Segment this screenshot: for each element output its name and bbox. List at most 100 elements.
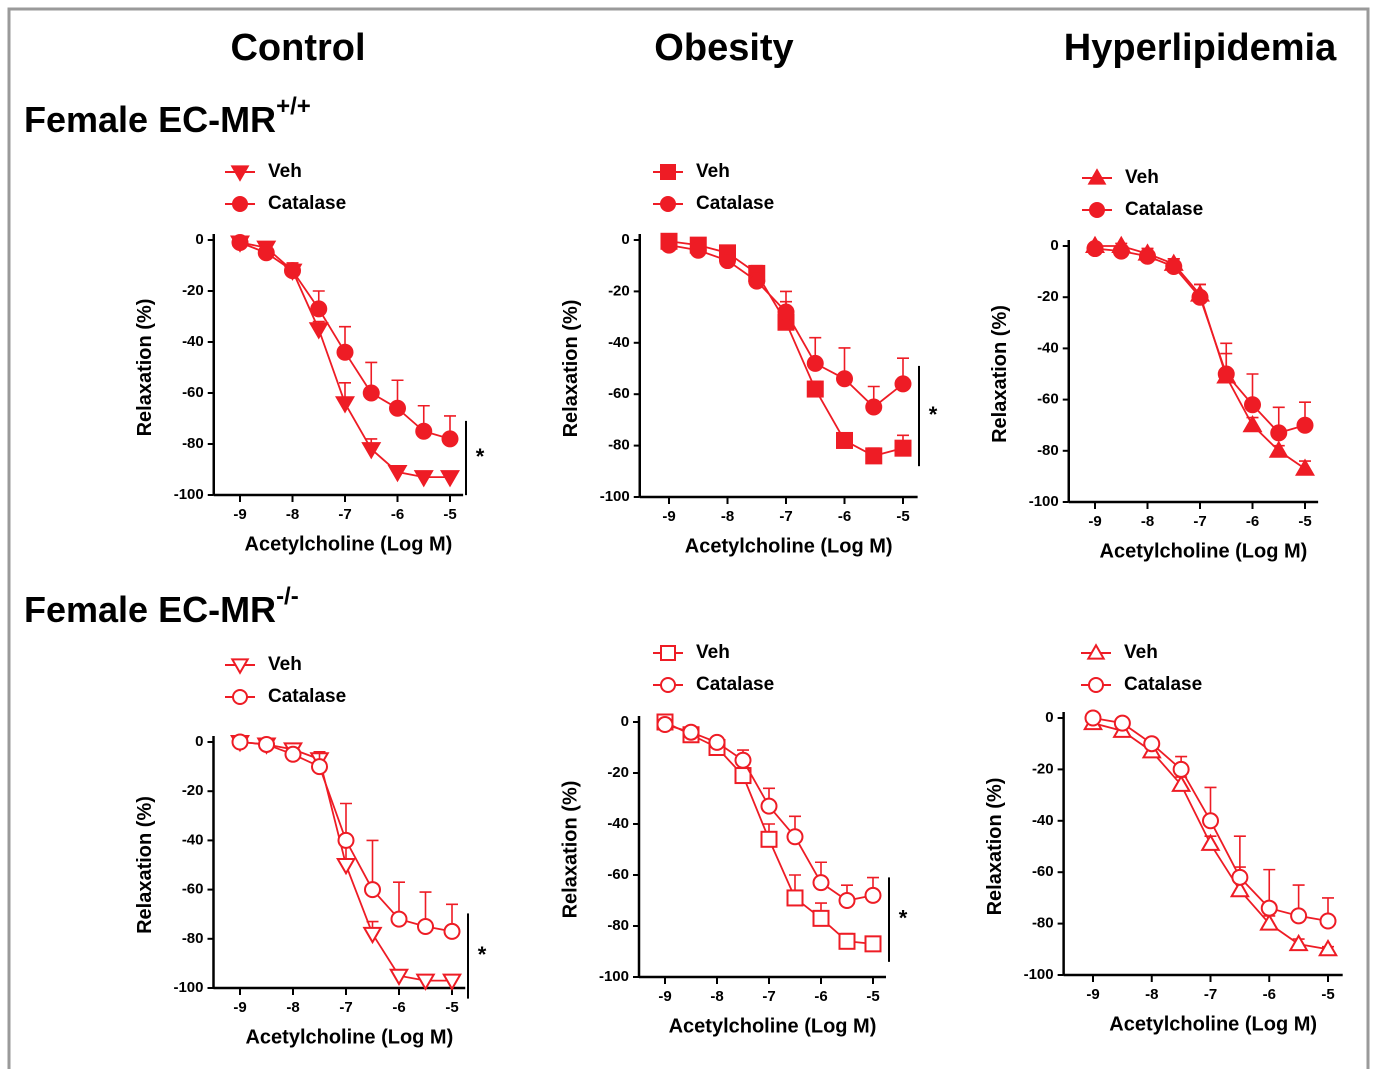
marker — [415, 422, 433, 440]
marker — [308, 322, 329, 340]
y-tick-label: -20 — [182, 282, 204, 299]
x-axis-title: Acetylcholine (Log M) — [1100, 540, 1308, 562]
legend-marker — [660, 164, 676, 180]
marker — [838, 892, 856, 909]
y-tick-label: 0 — [1045, 709, 1053, 726]
legend-label: Veh — [268, 161, 302, 182]
marker — [337, 831, 355, 849]
x-tick-label: -5 — [866, 988, 879, 1005]
marker — [1217, 365, 1235, 383]
row-title-text: Female EC-MR — [24, 99, 276, 140]
x-tick-label: -6 — [1246, 513, 1259, 530]
marker — [1296, 416, 1314, 434]
significance-label: * — [899, 905, 908, 930]
row-title: Female EC-MR-/- — [24, 583, 299, 629]
y-axis-title: Relaxation (%) — [560, 300, 582, 438]
marker — [1113, 714, 1131, 732]
marker — [1259, 913, 1280, 931]
y-tick-label: -100 — [600, 488, 630, 505]
marker — [1318, 939, 1338, 957]
y-tick-label: -60 — [1037, 391, 1059, 408]
legend-marker — [232, 196, 248, 212]
marker — [656, 716, 674, 734]
marker — [362, 926, 383, 945]
y-tick-label: -20 — [1032, 760, 1054, 777]
frame — [7, 7, 1370, 1074]
legend-marker — [230, 165, 250, 182]
marker — [336, 343, 354, 361]
marker — [1143, 735, 1161, 753]
marker — [806, 380, 824, 398]
marker — [1084, 709, 1102, 727]
marker — [836, 370, 853, 388]
marker — [865, 398, 883, 416]
marker — [1319, 912, 1337, 930]
y-axis-title: Relaxation (%) — [559, 781, 581, 919]
x-tick-label: -6 — [1263, 986, 1276, 1003]
marker — [894, 375, 912, 393]
marker — [1295, 458, 1315, 476]
marker — [310, 300, 328, 318]
marker — [311, 758, 328, 776]
column-title: Hyperlipidemia — [1064, 27, 1337, 69]
row-title-sup: +/+ — [276, 93, 311, 120]
marker — [1290, 907, 1308, 925]
y-axis-title: Relaxation (%) — [984, 778, 1006, 916]
marker — [389, 399, 406, 417]
x-tick-label: -8 — [286, 999, 299, 1016]
marker — [1200, 833, 1221, 851]
marker — [336, 858, 356, 876]
legend-marker — [1089, 202, 1105, 218]
y-tick-label: -20 — [608, 282, 630, 299]
x-tick-label: -6 — [838, 508, 851, 525]
legend-marker — [232, 689, 248, 705]
row-title: Female EC-MR+/+ — [24, 93, 311, 139]
x-tick-label: -8 — [1141, 513, 1154, 530]
marker — [760, 830, 778, 848]
y-tick-label: -60 — [1032, 863, 1054, 880]
legend-label: Veh — [696, 642, 730, 663]
marker — [719, 252, 736, 270]
x-tick-label: -6 — [814, 988, 827, 1005]
y-tick-label: -100 — [599, 968, 629, 985]
marker — [1231, 868, 1249, 886]
marker — [413, 470, 434, 488]
y-tick-label: -40 — [608, 334, 630, 351]
y-tick-label: 0 — [621, 713, 629, 730]
row-title-sup: -/- — [276, 583, 299, 610]
y-tick-label: -20 — [607, 764, 629, 781]
marker — [748, 272, 766, 290]
legend-label: Catalase — [696, 193, 774, 214]
marker — [865, 447, 883, 465]
y-tick-label: -40 — [182, 333, 204, 350]
row-title-text: Female EC-MR — [24, 589, 276, 630]
marker — [836, 431, 853, 449]
x-tick-label: -9 — [1086, 986, 1099, 1003]
significance-label: * — [478, 942, 487, 967]
marker — [1244, 396, 1261, 414]
marker — [362, 384, 380, 402]
marker — [1260, 899, 1278, 917]
y-tick-label: -40 — [607, 815, 629, 832]
y-tick-label: -20 — [1037, 288, 1059, 305]
significance-label: * — [476, 444, 485, 469]
x-tick-label: -7 — [779, 508, 792, 525]
y-tick-label: -40 — [1037, 339, 1059, 356]
marker — [257, 244, 275, 262]
marker — [417, 918, 434, 935]
legend-label: Catalase — [1125, 199, 1203, 220]
x-tick-label: -5 — [443, 506, 456, 523]
series-line — [668, 240, 904, 457]
y-tick-label: -60 — [182, 881, 204, 898]
marker — [1172, 760, 1190, 778]
marker — [806, 354, 824, 372]
marker — [812, 874, 830, 892]
x-tick-label: -8 — [286, 506, 299, 523]
marker — [864, 935, 882, 953]
y-axis-title: Relaxation (%) — [134, 796, 156, 934]
x-tick-label: -8 — [721, 508, 734, 525]
marker — [387, 465, 408, 483]
marker — [284, 262, 301, 280]
significance-label: * — [929, 402, 938, 427]
legend-label: Catalase — [268, 193, 346, 214]
